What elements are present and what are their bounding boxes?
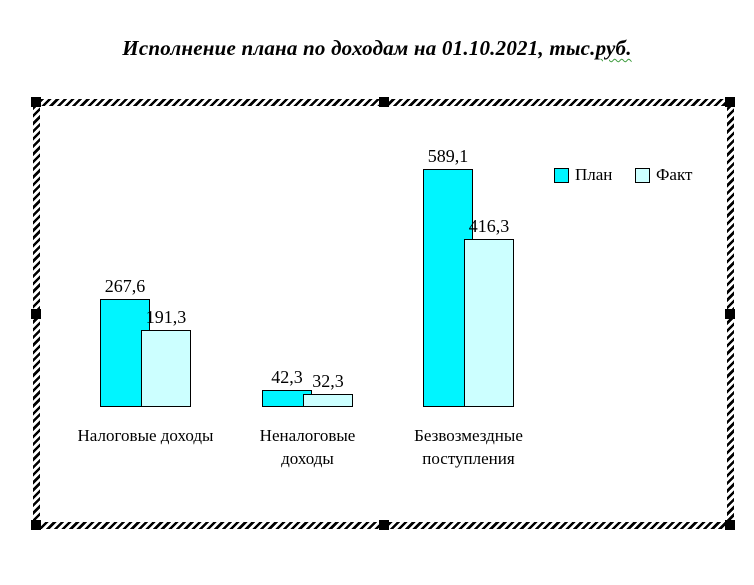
bar-value-label-plan-2: 42,3 xyxy=(271,367,303,387)
resize-handle-bottom-left[interactable] xyxy=(31,520,41,530)
legend-item-fact[interactable]: Факт xyxy=(635,165,692,185)
bar-fact-1[interactable] xyxy=(141,330,191,407)
resize-handle-top-center[interactable] xyxy=(378,97,389,107)
legend-item-plan[interactable]: План xyxy=(554,165,612,185)
bar-value-label-fact-3: 416,3 xyxy=(468,216,510,236)
legend-label-fact: Факт xyxy=(656,165,693,184)
category-label-2: Неналоговые доходы xyxy=(259,426,356,468)
legend-swatch-plan xyxy=(554,167,569,183)
chart-title[interactable]: Исполнение плана по доходам на 01.10.202… xyxy=(0,36,754,61)
resize-handle-bottom-right[interactable] xyxy=(725,520,735,530)
bar-fact-2[interactable] xyxy=(303,394,353,407)
category-label-1: Налоговые доходы xyxy=(77,426,214,445)
legend-swatch-fact xyxy=(635,167,650,183)
resize-handle-bottom-center[interactable] xyxy=(378,520,389,530)
legend-label-plan: План xyxy=(575,165,613,184)
resize-handle-middle-left[interactable] xyxy=(31,309,41,319)
resize-handle-middle-right[interactable] xyxy=(725,309,735,319)
resize-handle-top-right[interactable] xyxy=(725,97,735,107)
bar-value-label-plan-1: 267,6 xyxy=(104,276,146,296)
chart-title-text: Исполнение плана по доходам на 01.10.202… xyxy=(122,36,596,60)
bar-fact-3[interactable] xyxy=(464,239,514,407)
chart-title-spellchecked-word: руб. xyxy=(595,36,632,60)
bar-value-label-fact-1: 191,3 xyxy=(145,307,187,327)
bar-value-label-fact-2: 32,3 xyxy=(312,371,344,391)
chart-object-frame[interactable]: 267,6 42,3 589,1 191,3 32,3 416,3 Налоговые до… xyxy=(31,97,735,530)
category-label-3: Безвозмездные поступления xyxy=(414,426,523,468)
plot-area: 267,6 42,3 589,1 191,3 32,3 416,3 Налоговые до… xyxy=(40,106,727,522)
resize-handle-top-left[interactable] xyxy=(31,97,41,107)
bar-value-label-plan-3: 589,1 xyxy=(427,146,469,166)
